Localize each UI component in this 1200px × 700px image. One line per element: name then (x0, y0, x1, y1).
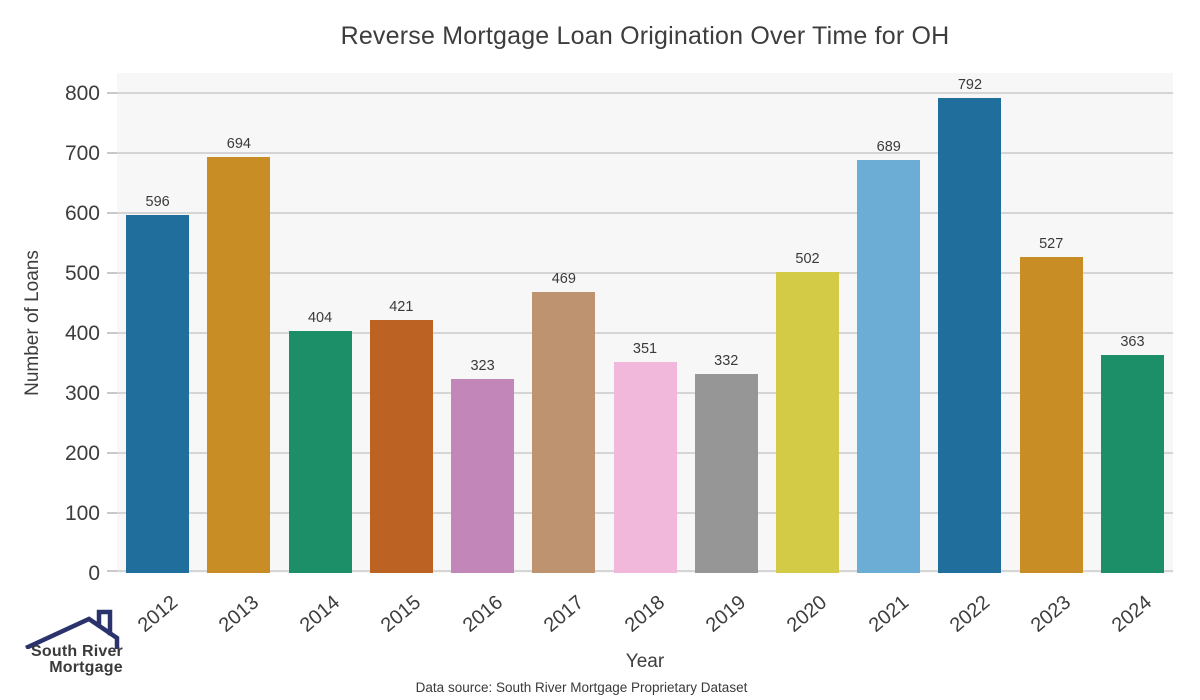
bar-value-label-2012: 596 (145, 193, 170, 210)
y-tick-200: 200 (64, 442, 100, 465)
bar-value-label-2016: 323 (470, 357, 495, 374)
y-tick-mark-300 (107, 392, 117, 394)
x-tick-2024: 2024 (1108, 591, 1157, 637)
y-tick-800: 800 (64, 82, 100, 105)
x-tick-2016: 2016 (458, 591, 507, 637)
y-tick-mark-800 (107, 92, 117, 94)
y-tick-700: 700 (64, 142, 100, 165)
bar-2016 (451, 379, 515, 573)
x-tick-2021: 2021 (864, 591, 913, 637)
y-tick-0: 0 (88, 562, 100, 585)
bar-2024 (1100, 355, 1164, 573)
bar-2015 (369, 320, 433, 573)
x-tick-2017: 2017 (539, 591, 588, 637)
x-axis-title: Year (625, 651, 665, 672)
x-tick-2020: 2020 (783, 591, 832, 637)
bar-column-2012: 596 (117, 73, 198, 573)
x-tick-2014: 2014 (295, 591, 345, 637)
bar-2012 (126, 215, 190, 573)
gridline-600 (117, 212, 1173, 214)
logo-text-line2: Mortgage (49, 659, 123, 676)
y-tick-mark-600 (107, 212, 117, 214)
bar-column-2018: 351 (604, 73, 685, 573)
bar-column-2016: 323 (442, 73, 523, 573)
gridline-400 (117, 332, 1173, 334)
bar-value-label-2024: 363 (1120, 333, 1145, 350)
bar-column-2023: 527 (1011, 73, 1092, 573)
bar-value-label-2018: 351 (632, 340, 658, 357)
gridline-700 (117, 152, 1173, 154)
south-river-mortgage-logo: South River Mortgage (18, 603, 138, 683)
logo-text-line1: South River (31, 643, 123, 660)
y-tick-300: 300 (64, 382, 100, 405)
y-tick-mark-700 (107, 152, 117, 154)
y-tick-500: 500 (64, 262, 100, 285)
bar-column-2017: 469 (523, 73, 604, 573)
bar-column-2024: 363 (1092, 73, 1173, 573)
bar-2020 (775, 272, 839, 573)
plot-area: 596 694 404 421 323 469 351 332 502 689 792 527 363 (117, 73, 1173, 573)
bar-2018 (613, 362, 677, 573)
x-tick-2012: 2012 (133, 591, 182, 637)
x-tick-2015: 2015 (377, 591, 426, 637)
bar-value-label-2019: 332 (714, 352, 739, 369)
y-axis-title: Number of Loans (22, 250, 43, 396)
y-tick-mark-0 (107, 570, 117, 572)
data-source-note: Data source: South River Mortgage Propri… (415, 680, 748, 695)
bar-value-label-2014: 404 (307, 309, 333, 326)
y-tick-400: 400 (64, 322, 100, 345)
x-tick-2019: 2019 (702, 591, 751, 637)
bar-2014 (288, 331, 352, 573)
bar-value-label-2017: 469 (551, 270, 576, 287)
house-roof-icon (25, 609, 120, 649)
bar-column-2021: 689 (848, 73, 929, 573)
bar-2023 (1019, 257, 1083, 573)
x-tick-2013: 2013 (214, 591, 263, 637)
x-tick-2022: 2022 (945, 591, 995, 637)
x-tick-2018: 2018 (620, 591, 670, 637)
bar-column-2019: 332 (686, 73, 767, 573)
bar-value-label-2013: 694 (226, 135, 251, 152)
x-tick-2023: 2023 (1027, 591, 1076, 637)
bar-2022 (938, 98, 1002, 573)
bar-2013 (207, 157, 271, 573)
y-tick-600: 600 (64, 202, 100, 225)
y-tick-100: 100 (64, 502, 100, 525)
bar-value-label-2015: 421 (389, 298, 414, 315)
y-tick-mark-100 (107, 512, 117, 514)
y-tick-mark-400 (107, 332, 117, 334)
bar-value-label-2023: 527 (1039, 235, 1064, 252)
bar-column-2014: 404 (279, 73, 360, 573)
bar-2019 (694, 374, 758, 573)
bar-column-2015: 421 (361, 73, 442, 573)
gridline-800 (117, 92, 1173, 94)
bar-value-label-2022: 792 (957, 76, 983, 93)
bars-row: 596 694 404 421 323 469 351 332 502 689 792 527 363 (117, 73, 1173, 573)
bar-value-label-2021: 689 (876, 138, 901, 155)
bar-column-2020: 502 (767, 73, 848, 573)
bar-column-2022: 792 (929, 73, 1010, 573)
chart-title: Reverse Mortgage Loan Origination Over T… (340, 22, 950, 50)
bar-column-2013: 694 (198, 73, 279, 573)
bar-value-label-2020: 502 (795, 250, 820, 267)
y-tick-mark-200 (107, 452, 117, 454)
gridline-500 (117, 272, 1173, 274)
bar-2017 (532, 292, 596, 573)
y-tick-mark-500 (107, 272, 117, 274)
bar-2021 (857, 160, 921, 573)
